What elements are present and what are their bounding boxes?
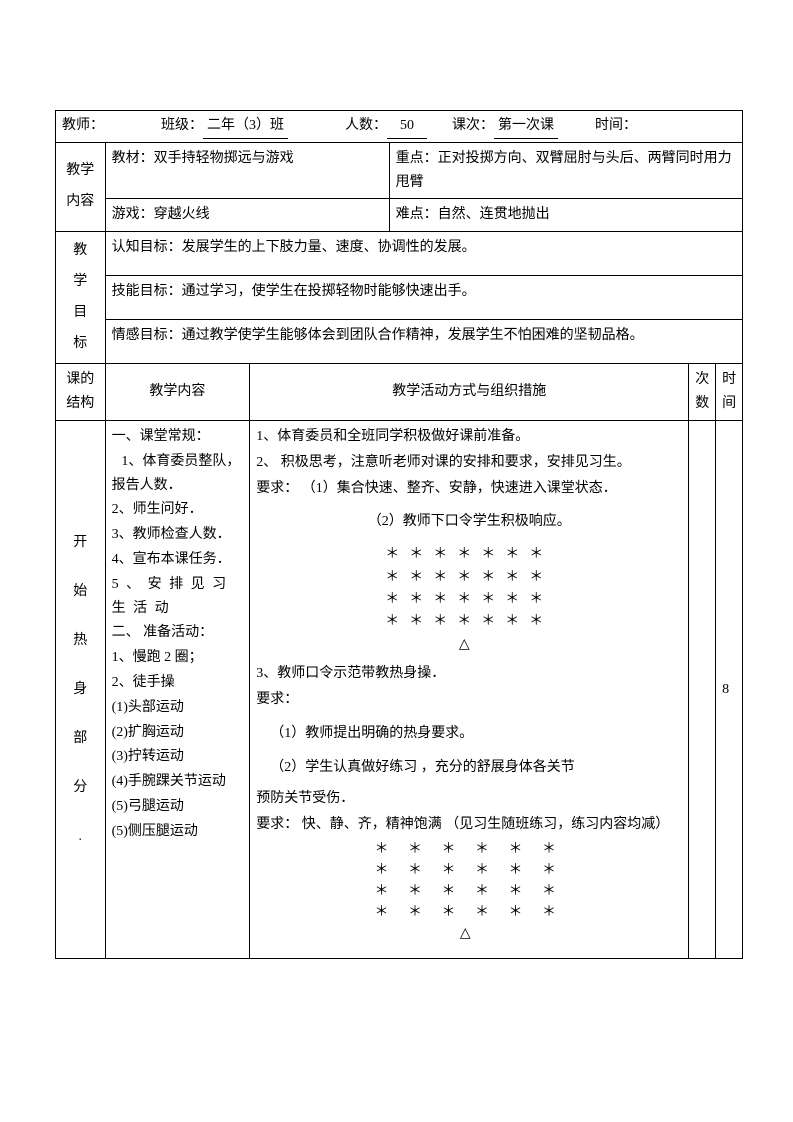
a-line: 预防关节受伤．	[256, 787, 682, 811]
session-value: 第一次课	[494, 114, 558, 139]
c-line: 3、教师检查人数．	[112, 523, 244, 547]
c-line: (3)拧转运动	[112, 745, 244, 769]
c-line: 2、徒手操	[112, 671, 244, 695]
a-line: 2、 积极思考，注意听老师对课的安排和要求，安排见习生。	[256, 451, 682, 475]
session-label: 课次：	[452, 118, 494, 133]
formation-diagram-2: ＊ ＊ ＊ ＊ ＊ ＊ ＊ ＊ ＊ ＊ ＊ ＊ ＊ ＊ ＊ ＊ ＊ ＊ ＊ ＊ …	[256, 839, 682, 944]
c-line: 4、宣布本课任务．	[112, 548, 244, 572]
game-cell: 游戏：穿越火线	[105, 199, 389, 232]
a-line: 3、教师口令示范带教热身操．	[256, 662, 682, 686]
content-column: 一、课堂常规： 1、体育委员整队，报告人数． 2、师生问好． 3、教师检查人数．…	[105, 420, 250, 958]
c-line: 5 、 安 排 见 习 生 活 动	[112, 573, 244, 621]
col-count: 次数	[689, 364, 716, 421]
count-cell	[689, 420, 716, 958]
a-line: 要求： 快、静、齐，精神饱满 （见习生随班练习，练习内容均减）	[256, 813, 682, 837]
goal-emotion: 情感目标：通过教学使学生能够体会到团队合作精神，发展学生不怕困难的坚韧品格。	[105, 320, 742, 364]
c-line: (5)侧压腿运动	[112, 820, 244, 844]
keypoint-cell: 重点：正对投掷方向、双臂屈肘与头后、两臂同时用力甩臂	[389, 142, 742, 199]
time-cell: 8	[716, 420, 743, 958]
activity-column: 1、体育委员和全班同学积极做好课前准备。 2、 积极思考，注意听老师对课的安排和…	[250, 420, 689, 958]
lesson-plan-table: 教师： 班级：二年（3）班 人数：50 课次：第一次课 时间： 教学内容 教材：…	[55, 110, 743, 959]
count-value: 50	[387, 114, 427, 139]
class-value: 二年（3）班	[203, 114, 288, 139]
section-goal-label: 教学目标	[56, 232, 106, 364]
c-line: 1、体育委员整队，报告人数．	[112, 450, 244, 498]
time-label: 时间：	[595, 118, 637, 133]
teacher-label: 教师：	[62, 118, 104, 133]
goal-cognitive: 认知目标：发展学生的上下肢力量、速度、协调性的发展。	[105, 232, 742, 276]
structure-label: 开始热身部分.	[56, 420, 106, 958]
a-line: （2）教师下口令学生积极响应。	[256, 510, 682, 534]
c-line: (4)手腕踝关节运动	[112, 770, 244, 794]
col-activity: 教学活动方式与组织措施	[250, 364, 689, 421]
goal-skill: 技能目标：通过学习，使学生在投掷轻物时能够快速出手。	[105, 276, 742, 320]
col-time: 时间	[716, 364, 743, 421]
c-line: (2)扩胸运动	[112, 721, 244, 745]
formation-diagram: ＊＊＊＊＊＊＊ ＊＊＊＊＊＊＊ ＊＊＊＊＊＊＊ ＊＊＊＊＊＊＊ △	[256, 544, 682, 656]
a-line: （2）学生认真做好练习 ，充分的舒展身体各关节	[256, 756, 682, 780]
section-content-label: 教学内容	[56, 142, 106, 231]
a-line: 1、体育委员和全班同学积极做好课前准备。	[256, 425, 682, 449]
c-line: 2、师生问好．	[112, 498, 244, 522]
col-structure: 课的结构	[56, 364, 106, 421]
c-line: (1)头部运动	[112, 696, 244, 720]
header-info: 教师： 班级：二年（3）班 人数：50 课次：第一次课 时间：	[56, 111, 743, 143]
count-label: 人数：	[345, 118, 387, 133]
class-label: 班级：	[161, 118, 203, 133]
c-line: 二、 准备活动：	[112, 621, 244, 645]
material-cell: 教材：双手持轻物掷远与游戏	[105, 142, 389, 199]
col-content: 教学内容	[105, 364, 250, 421]
c-line: (5)弓腿运动	[112, 795, 244, 819]
a-line: 要求： （1）集合快速、整齐、安静，快速进入课堂状态．	[256, 477, 682, 501]
a-line: （1）教师提出明确的热身要求。	[256, 722, 682, 746]
c-line: 1、慢跑 2 圈；	[112, 646, 244, 670]
difficulty-cell: 难点：自然、连贯地抛出	[389, 199, 742, 232]
c-line: 一、课堂常规：	[112, 425, 244, 449]
a-line: 要求：	[256, 688, 682, 712]
